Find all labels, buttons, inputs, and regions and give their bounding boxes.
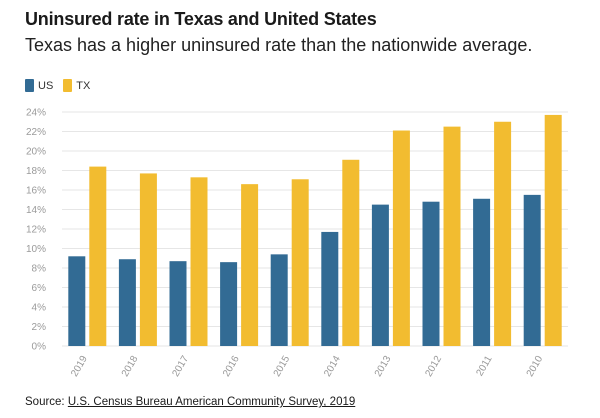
bar-tx-2018 [139,173,157,346]
y-tick-label: 24% [26,108,46,119]
bar-us-2012 [422,201,440,346]
bar-us-2017 [169,261,187,346]
bar-us-2016 [220,262,238,346]
bar-tx-2019 [89,166,107,346]
legend-item-us: US [25,79,53,92]
bar-tx-2012 [443,126,461,346]
x-tick-label: 2018 [120,354,141,379]
bar-us-2013 [371,204,389,346]
legend-label-us: US [38,79,54,92]
y-tick-label: 2% [32,322,47,333]
x-tick-label: 2019 [69,354,90,379]
x-tick-label: 2013 [373,354,394,379]
bar-tx-2013 [392,130,410,346]
y-tick-label: 10% [26,244,46,255]
x-tick-label: 2017 [170,354,191,379]
bar-us-2011 [473,198,491,346]
legend-swatch-tx [63,79,73,92]
bar-tx-2010 [544,114,562,346]
bar-us-2019 [68,256,86,346]
y-tick-label: 12% [26,225,46,236]
y-tick-label: 8% [32,264,47,275]
x-tick-label: 2011 [474,354,494,379]
x-tick-label: 2015 [272,354,293,379]
y-tick-label: 16% [26,186,46,197]
bar-tx-2011 [494,121,512,346]
x-tick-label: 2016 [221,354,242,379]
source-link[interactable]: U.S. Census Bureau American Community Su… [67,396,356,408]
bar-us-2010 [523,194,541,346]
y-tick-label: 4% [32,303,47,314]
bar-tx-2014 [342,159,360,346]
legend: US TX [25,79,100,92]
bar-tx-2016 [241,184,259,346]
legend-label-tx: TX [76,79,91,92]
y-tick-label: 14% [26,205,46,216]
source-label: Source: [25,396,65,408]
y-tick-label: 6% [32,283,47,294]
bar-tx-2017 [190,177,208,346]
chart-title: Uninsured rate in Texas and United State… [25,9,377,29]
x-tick-label: 2010 [525,354,546,379]
bar-tx-2015 [291,179,309,346]
y-tick-label: 22% [26,127,46,138]
source-note: Source: U.S. Census Bureau American Comm… [25,396,355,408]
y-tick-label: 20% [26,147,46,158]
bar-us-2014 [321,231,339,346]
y-tick-label: 18% [26,166,46,177]
bar-us-2018 [118,259,136,346]
x-tick-label: 2014 [322,354,343,379]
bar-us-2015 [270,254,288,346]
chart-subtitle: Texas has a higher uninsured rate than t… [25,35,533,55]
y-tick-label: 0% [32,342,47,353]
legend-item-tx: TX [63,79,90,92]
x-tick-label: 2012 [423,354,444,379]
legend-swatch-us [25,79,34,92]
